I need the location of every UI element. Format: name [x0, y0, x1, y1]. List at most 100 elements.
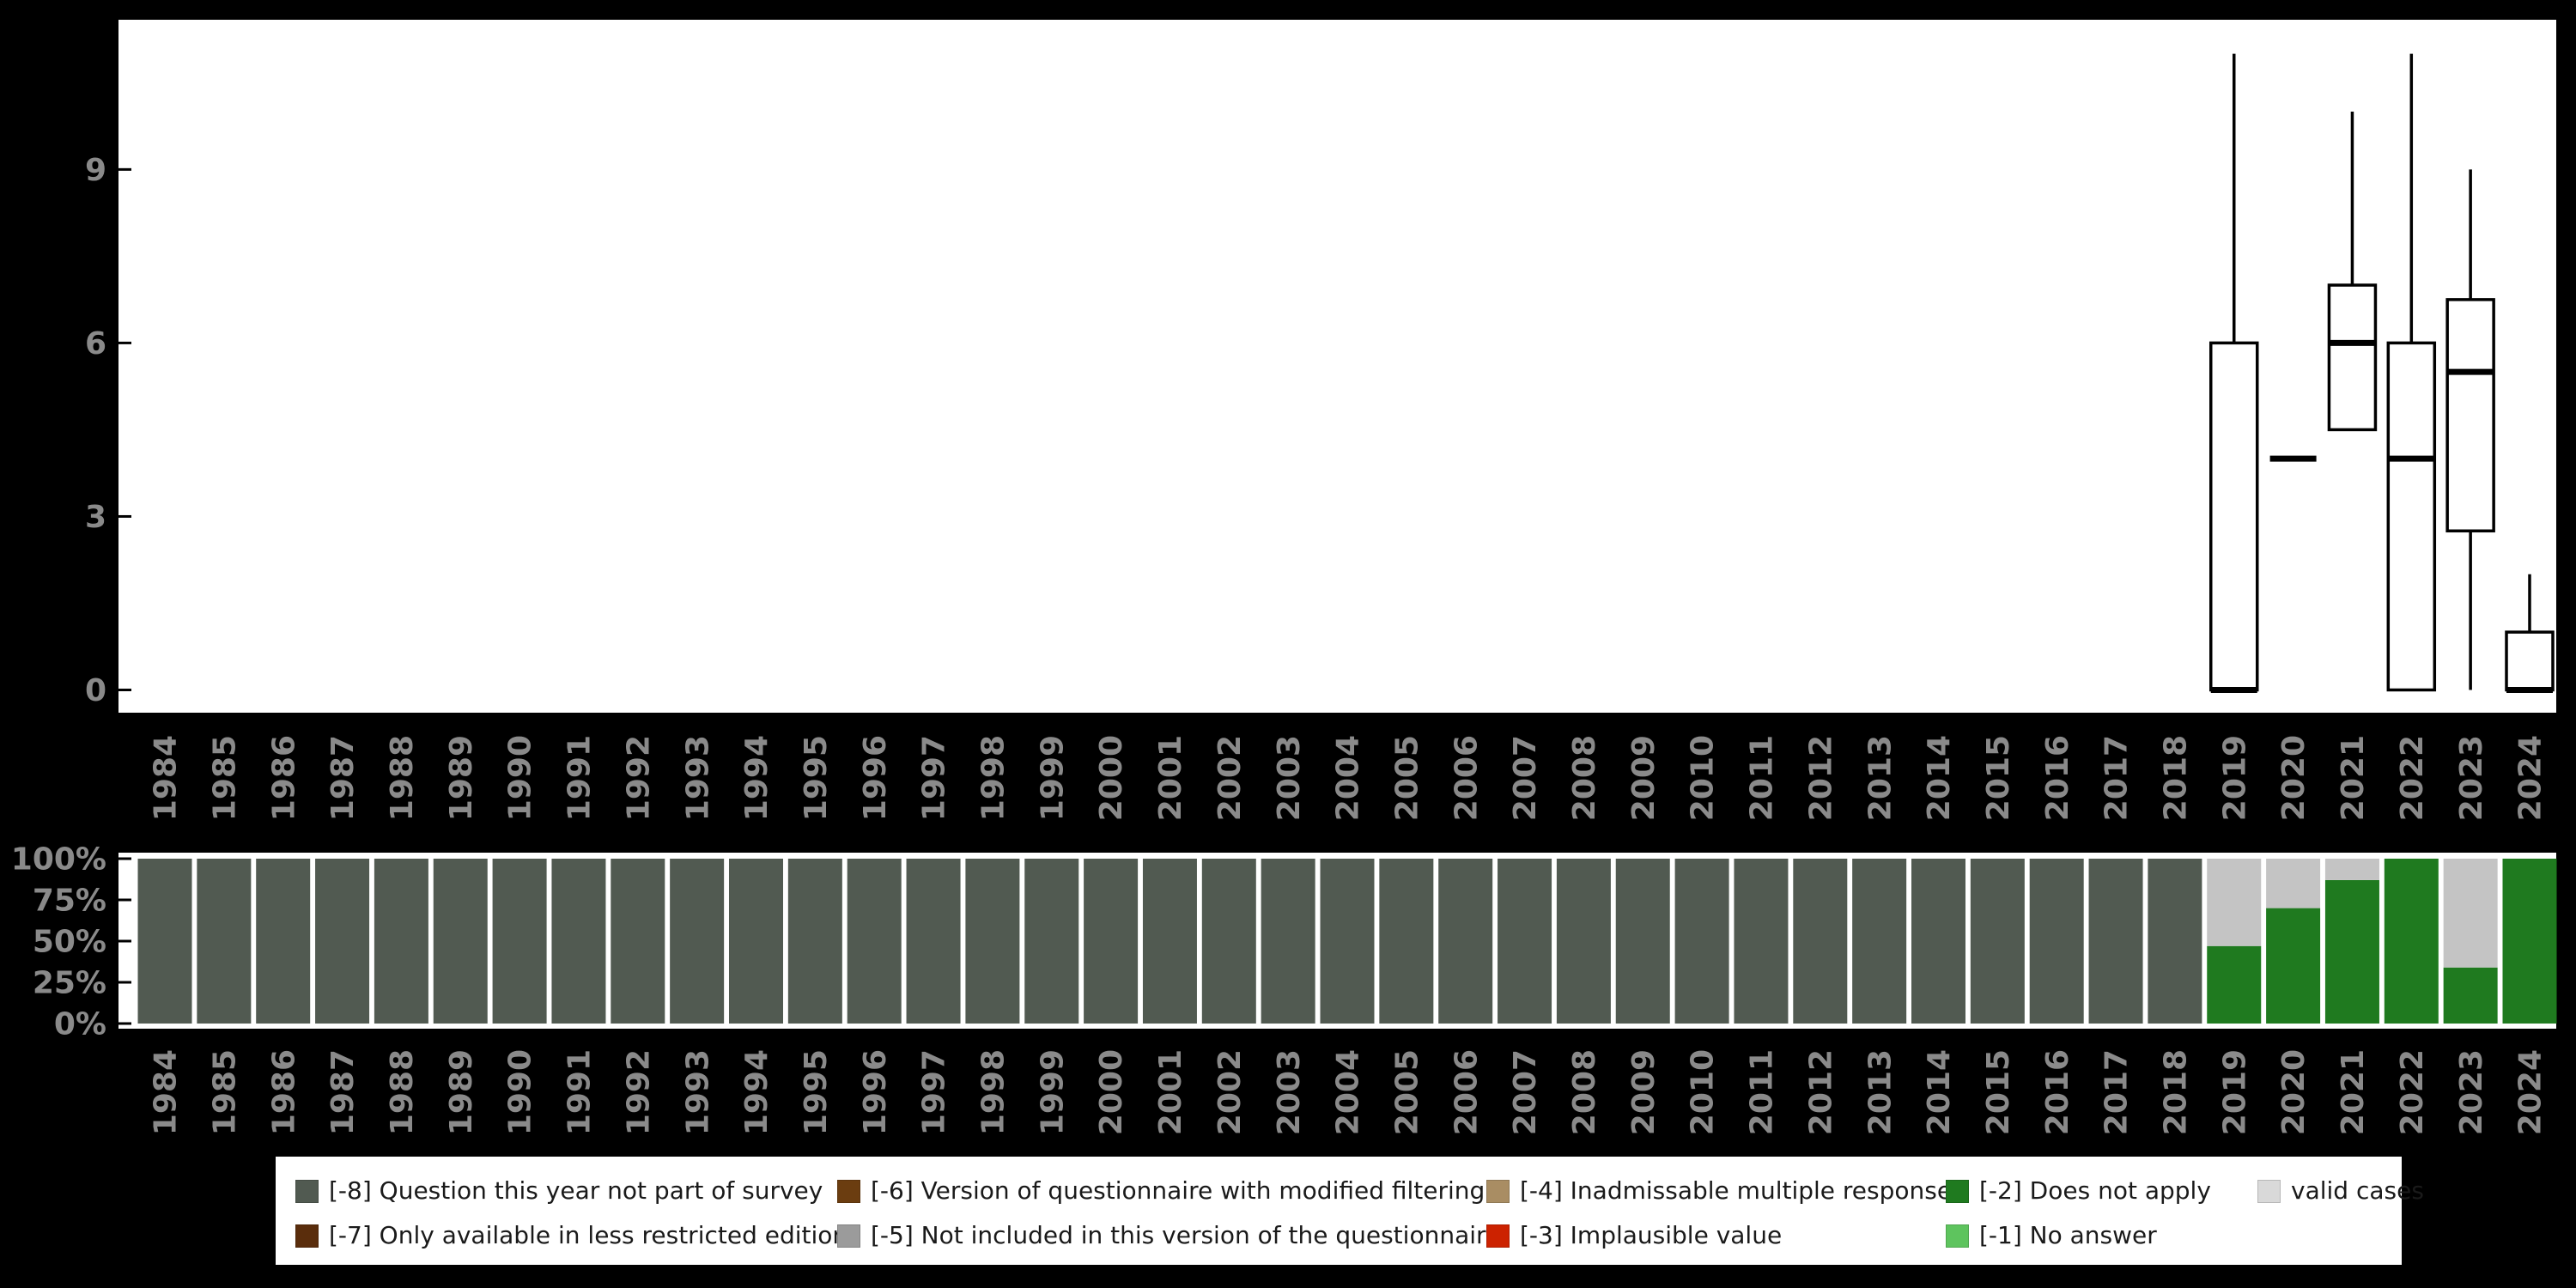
x-tick-label: 2003 — [1272, 735, 1307, 821]
y-tick-label: 6 — [85, 326, 106, 361]
x-tick-label-bottom: 1990 — [503, 1049, 538, 1135]
x-tick-label-bottom: 2010 — [1686, 1049, 1721, 1135]
bar-segment — [2148, 859, 2202, 1024]
x-tick-label: 2015 — [1981, 735, 2016, 821]
x-tick-label-bottom: 2000 — [1094, 1049, 1129, 1135]
legend-item: [-8] Question this year not part of surv… — [295, 1171, 823, 1211]
legend-label: [-5] Not included in this version of the… — [871, 1221, 1501, 1249]
y-tick-label: 0 — [85, 673, 106, 708]
bar-segment — [787, 859, 842, 1024]
legend-item: valid cases — [2257, 1171, 2424, 1211]
x-tick-label: 2001 — [1153, 735, 1188, 821]
bar-segment — [1911, 859, 1965, 1024]
bar-segment — [315, 859, 370, 1024]
x-tick-label: 2020 — [2276, 735, 2312, 821]
bar-segment — [2324, 859, 2379, 880]
legend-swatch — [1486, 1179, 1510, 1203]
legend-label: [-1] No answer — [1979, 1221, 2157, 1249]
bar-segment — [1379, 859, 1434, 1024]
bar-segment — [670, 859, 725, 1024]
x-tick-label: 2005 — [1389, 735, 1425, 821]
bar-segment — [2029, 859, 2084, 1024]
x-tick-label: 1993 — [680, 735, 715, 821]
bar-segment — [1024, 859, 1079, 1024]
x-tick-label: 1999 — [1035, 735, 1070, 821]
x-tick-label-bottom: 2011 — [1745, 1049, 1780, 1135]
bar-segment — [1201, 859, 1256, 1024]
box — [2327, 283, 2378, 432]
bar-segment — [1970, 859, 2025, 1024]
x-tick-label: 2011 — [1745, 735, 1780, 821]
x-tick-label: 1987 — [325, 735, 361, 821]
bar-segment — [1852, 859, 1907, 1024]
bar-segment — [492, 859, 547, 1024]
bar-segment — [2384, 859, 2439, 1024]
legend-swatch — [295, 1224, 319, 1248]
x-tick-label: 2023 — [2454, 735, 2489, 821]
x-tick-label-bottom: 1996 — [858, 1049, 893, 1135]
bar-segment — [1320, 859, 1375, 1024]
x-tick-label: 1989 — [444, 735, 479, 821]
box — [2386, 341, 2437, 692]
x-tick-label: 2021 — [2336, 735, 2371, 821]
legend-item: [-1] No answer — [1946, 1216, 2157, 1255]
bar-segment — [2207, 945, 2262, 1024]
bar-segment — [433, 859, 488, 1024]
bar-segment — [2502, 859, 2557, 1024]
bar-segment — [374, 859, 428, 1024]
x-tick-label: 1990 — [503, 735, 538, 821]
x-tick-label: 2012 — [1803, 735, 1838, 821]
bar-segment — [1142, 859, 1197, 1024]
y-tick-label: 9 — [85, 153, 106, 188]
legend-item: [-4] Inadmissable multiple response — [1486, 1171, 1952, 1211]
bar-segment — [906, 859, 961, 1024]
x-tick-label-bottom: 2021 — [2336, 1049, 2371, 1135]
x-tick-label-bottom: 2005 — [1389, 1049, 1425, 1135]
bar-segment — [2207, 859, 2262, 946]
legend-swatch — [837, 1224, 860, 1248]
x-tick-label: 2024 — [2513, 735, 2549, 821]
bar-segment — [2443, 859, 2498, 968]
x-tick-label-bottom: 1997 — [917, 1049, 952, 1135]
box — [2209, 341, 2259, 692]
bar-segment — [1261, 859, 1315, 1024]
legend-swatch — [837, 1179, 860, 1203]
x-tick-label: 2007 — [1508, 735, 1543, 821]
legend-label: valid cases — [2291, 1176, 2424, 1205]
pct-tick-label: 25% — [33, 966, 106, 1001]
x-tick-label: 2006 — [1449, 735, 1484, 821]
x-tick-label: 2014 — [1922, 735, 1957, 821]
bar-segment — [1793, 859, 1848, 1024]
bar-segment — [2266, 908, 2321, 1024]
bar-segment — [1615, 859, 1670, 1024]
bar-segment — [1734, 859, 1789, 1024]
x-tick-label: 2013 — [1862, 735, 1898, 821]
pct-tick-label: 75% — [33, 884, 106, 919]
x-tick-label: 2019 — [2217, 735, 2252, 821]
x-tick-label: 1988 — [385, 735, 420, 821]
x-tick-label-bottom: 2007 — [1508, 1049, 1543, 1135]
legend-label: [-8] Question this year not part of surv… — [329, 1176, 823, 1205]
legend-label: [-4] Inadmissable multiple response — [1520, 1176, 1953, 1205]
x-tick-label: 2008 — [1567, 735, 1602, 821]
legend-swatch — [1946, 1179, 1969, 1203]
legend-swatch — [1946, 1224, 1969, 1248]
x-tick-label-bottom: 2008 — [1567, 1049, 1602, 1135]
y-tick-label: 3 — [85, 500, 106, 535]
x-tick-label: 2000 — [1094, 735, 1129, 821]
x-tick-label: 1986 — [266, 735, 301, 821]
x-tick-label: 1997 — [917, 735, 952, 821]
legend-swatch — [295, 1179, 319, 1203]
pct-tick-label: 100% — [11, 842, 106, 878]
bar-segment — [2443, 967, 2498, 1024]
box — [2505, 630, 2555, 692]
bar-segment — [137, 859, 192, 1024]
x-tick-label-bottom: 2014 — [1922, 1049, 1957, 1135]
x-tick-label-bottom: 2001 — [1153, 1049, 1188, 1135]
x-tick-label: 2002 — [1212, 735, 1248, 821]
legend-item: [-3] Implausible value — [1486, 1216, 1782, 1255]
bar-segment — [2088, 859, 2143, 1024]
legend-label: [-7] Only available in less restricted e… — [329, 1221, 848, 1249]
pct-tick-label: 50% — [33, 925, 106, 960]
